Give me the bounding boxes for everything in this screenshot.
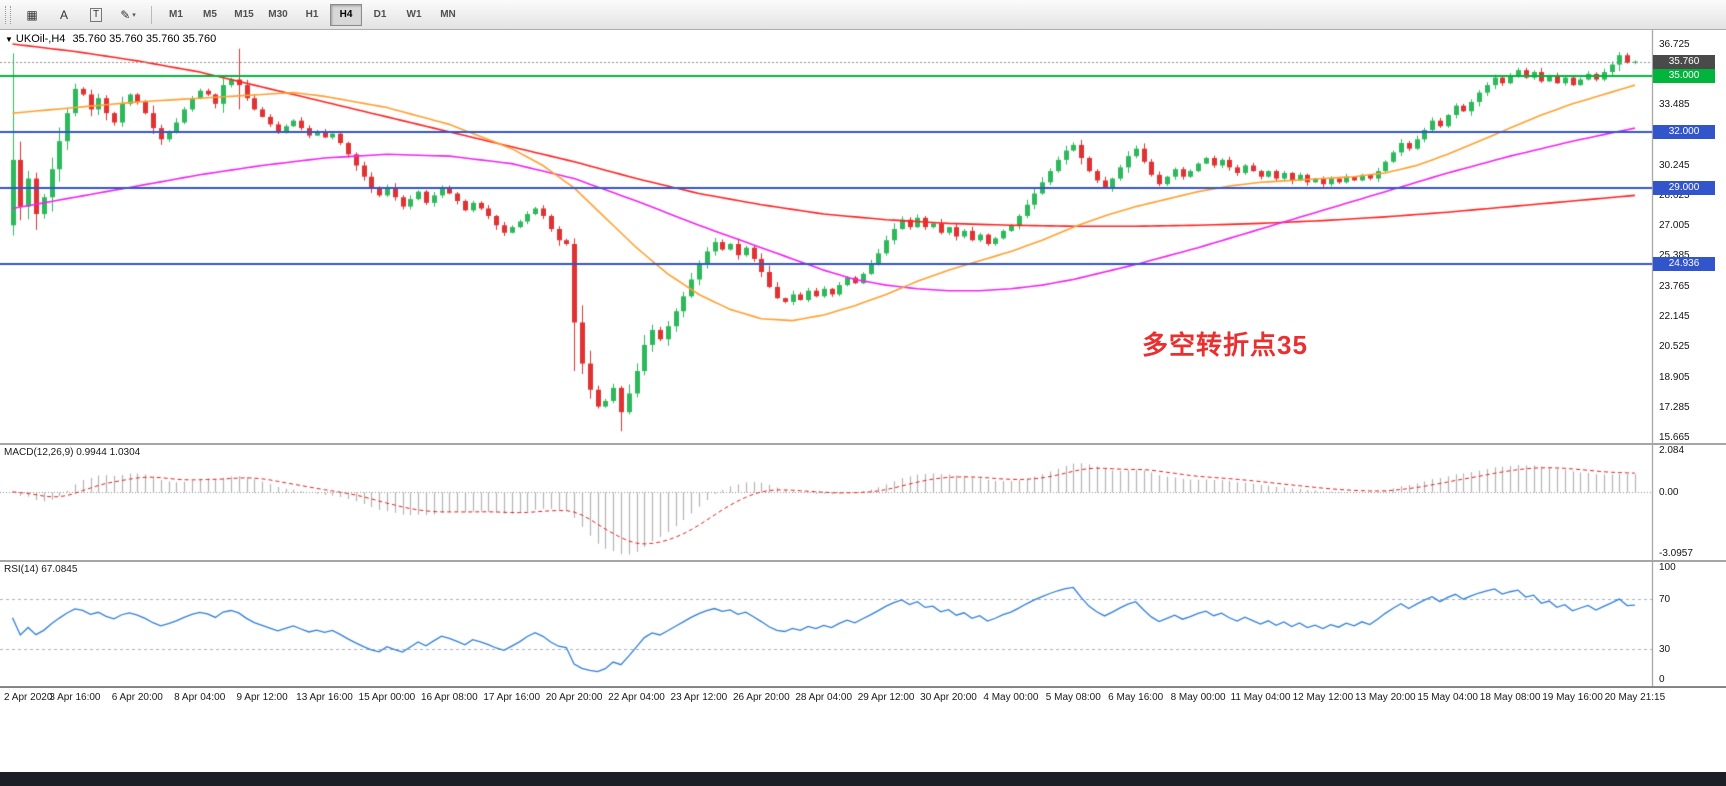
time-axis-label: 22 Apr 04:00: [608, 692, 665, 703]
rsi-pane: RSI(14) 67.0845 100 70 30 0: [0, 562, 1726, 687]
macd-axis-label: 0.00: [1659, 486, 1679, 498]
macd-label: MACD(12,26,9) 0.9944 1.0304: [4, 447, 141, 458]
time-axis-label: 6 Apr 20:00: [111, 692, 163, 703]
chart-grid-icon[interactable]: ▦: [26, 7, 38, 22]
time-axis[interactable]: 2 Apr 2020 3 Apr 16:00 6 Apr 20:00 8 Apr 04…: [0, 687, 1726, 707]
toolbar: ▦ A T ✎ ▾ M1 M5 M15 M30 H1 H4 D1 W1 MN: [0, 0, 1726, 30]
empty-area: [0, 707, 1726, 772]
symbol-info: ▼ UKOil-,H4 35.760 35.760 35.760 35.760: [5, 33, 216, 45]
price-axis-label: 25.385: [1659, 250, 1690, 261]
time-axis-label: 5 May 08:00: [1045, 692, 1101, 703]
ohlc-values: 35.760 35.760 35.760 35.760: [72, 33, 217, 45]
symbol-caret-icon[interactable]: ▼: [5, 35, 13, 44]
time-axis-label: 6 May 16:00: [1108, 692, 1164, 703]
macd-pane: MACD(12,26,9) 0.9944 1.0304 2.084 0.00 -3.…: [0, 445, 1726, 562]
rsi-label: RSI(14) 67.0845: [4, 564, 78, 575]
time-axis-label: 13 May 20:00: [1354, 692, 1416, 703]
macd-axis-label: 2.084: [1659, 445, 1685, 456]
timeframe-m15[interactable]: M15: [234, 9, 254, 20]
price-axis-label: 23.765: [1659, 280, 1690, 292]
hline-price-tag-24.936: 24.936: [1653, 256, 1715, 271]
time-axis-label: 12 May 12:00: [1292, 692, 1354, 703]
price-axis-label: 28.625: [1659, 189, 1690, 201]
text-tool-icon[interactable]: T: [81, 3, 111, 27]
time-axis-label: 18 May 08:00: [1479, 692, 1541, 703]
timeframe-m1[interactable]: M1: [169, 9, 183, 20]
main-chart-canvas[interactable]: [0, 30, 1726, 443]
rsi-axis-label: 0: [1659, 674, 1665, 685]
time-axis-label: 15 May 04:00: [1417, 692, 1478, 703]
price-axis-label: 17.285: [1659, 401, 1690, 413]
time-axis-label: 20 Apr 20:00: [545, 692, 603, 703]
main-chart-pane: ▼ UKOil-,H4 35.760 35.760 35.760 35.760 多空…: [0, 30, 1726, 445]
price-axis-label: 36.725: [1659, 38, 1690, 50]
time-axis-label: 20 May 21:15: [1604, 692, 1666, 703]
price-axis-label: 30.245: [1659, 159, 1690, 171]
toolbar-icon-group: ▦ A T ✎ ▾: [17, 3, 143, 27]
time-axis-label: 28 Apr 04:00: [795, 692, 853, 703]
annotation-letter-icon[interactable]: A: [59, 7, 68, 22]
rsi-axis-label: 70: [1659, 594, 1671, 606]
time-axis-label: 9 Apr 12:00: [236, 692, 288, 703]
time-axis-label: 2 Apr 2020: [4, 692, 53, 703]
dropdown-caret-icon: ▾: [132, 11, 136, 19]
macd-axis-label: -3.0957: [1659, 548, 1693, 559]
hline-price-tag-32.000: 32.000: [1653, 124, 1715, 139]
price-axis-label: 18.905: [1659, 371, 1690, 383]
time-axis-label: 19 May 16:00: [1542, 692, 1603, 703]
toolbar-grip[interactable]: [5, 5, 11, 24]
time-axis-label: 23 Apr 12:00: [670, 692, 728, 703]
chart-annotation: 多空转折点35: [1142, 330, 1308, 360]
rsi-axis-label: 30: [1659, 643, 1671, 655]
price-axis-label: 20.525: [1659, 341, 1690, 353]
symbol-label: UKOil-,H4: [15, 33, 66, 45]
time-axis-label: 8 May 00:00: [1170, 692, 1226, 703]
rsi-canvas[interactable]: [0, 562, 1726, 686]
timeframe-w1[interactable]: W1: [406, 9, 422, 20]
timeframe-m5[interactable]: M5: [203, 9, 217, 20]
time-axis-label: 17 Apr 16:00: [483, 692, 541, 703]
time-axis-label: 8 Apr 04:00: [174, 692, 226, 703]
price-axis-label: 33.485: [1659, 99, 1690, 111]
bid-price-tag: 35.760: [1653, 54, 1715, 69]
taskbar-strip: [0, 772, 1726, 786]
time-axis-label: 3 Apr 16:00: [49, 692, 101, 703]
timeframe-h4[interactable]: H4: [330, 3, 362, 26]
time-axis-label: 4 May 00:00: [983, 692, 1039, 703]
timeframe-toolbar: M1 M5 M15 M30 H1 H4 D1 W1 MN: [160, 3, 464, 26]
time-axis-label: 15 Apr 00:00: [358, 692, 416, 703]
price-axis-label: 27.005: [1659, 220, 1690, 232]
rsi-axis-label: 100: [1659, 562, 1676, 573]
drawing-tools-icon[interactable]: ✎ ▾: [120, 7, 136, 22]
timeframe-mn[interactable]: MN: [440, 9, 456, 20]
time-axis-label: 29 Apr 12:00: [857, 692, 915, 703]
macd-canvas[interactable]: [0, 445, 1726, 560]
hline-price-tag-29.000: 29.000: [1653, 180, 1715, 195]
toolbar-separator: [151, 5, 152, 24]
timeframe-m30[interactable]: M30: [268, 9, 288, 20]
timeframe-h1[interactable]: H1: [305, 9, 319, 20]
hline-price-tag-35.000: 35.000: [1653, 68, 1715, 83]
price-axis-label: 22.145: [1659, 311, 1690, 323]
timeframe-d1[interactable]: D1: [373, 9, 387, 20]
time-axis-label: 26 Apr 20:00: [732, 692, 790, 703]
time-axis-label: 11 May 04:00: [1230, 692, 1291, 703]
time-axis-label: 16 Apr 08:00: [420, 692, 478, 703]
price-axis-label: 15.665: [1659, 432, 1690, 444]
time-axis-label: 30 Apr 20:00: [920, 692, 977, 703]
time-axis-label: 13 Apr 16:00: [296, 692, 353, 703]
